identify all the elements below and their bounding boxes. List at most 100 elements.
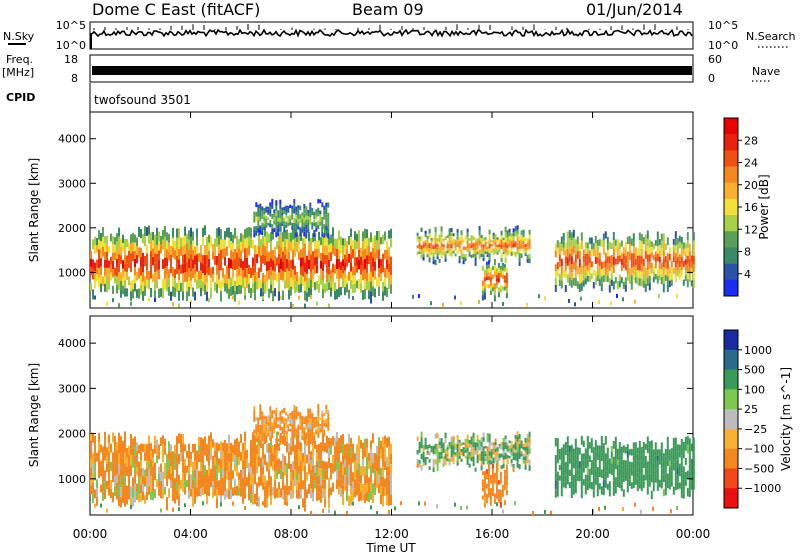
power-echo-cell xyxy=(634,271,637,278)
vel-echo-cell xyxy=(220,450,222,460)
vel-echo-cell xyxy=(502,446,505,451)
vel-echo-cell xyxy=(314,464,316,473)
power-echo-cell xyxy=(614,245,617,252)
vel-echo-cell xyxy=(118,495,120,506)
vel-echo-cell xyxy=(384,452,386,462)
power-echo-cell xyxy=(592,269,595,276)
power-echo-cell xyxy=(518,244,521,250)
power-echo-cell xyxy=(273,217,276,221)
vel-echo-cell xyxy=(592,468,595,476)
power-echo-cell xyxy=(242,278,244,288)
power-echo-cell xyxy=(356,241,358,250)
power-echo-cell xyxy=(598,279,601,286)
power-echo-cell xyxy=(356,233,358,242)
power-echo-cell xyxy=(198,253,200,262)
vel-ground-fleck xyxy=(436,504,438,509)
vel-echo-cell xyxy=(316,484,318,493)
vel-echo-cell xyxy=(166,475,168,487)
power-echo-cell xyxy=(592,242,595,250)
vel-echo-cell xyxy=(526,458,529,463)
noise-panel: N.Sky 10^5 10^0 10^5 10^0 N.Search xyxy=(3,19,796,52)
vel-echo-cell xyxy=(436,465,439,472)
vel-echo-cell xyxy=(489,492,492,497)
vel-echo-cell xyxy=(485,469,488,475)
power-echo-cell xyxy=(258,267,260,279)
power-echo-cell xyxy=(636,263,639,271)
power-ground-fleck xyxy=(526,302,528,307)
vel-echo-cell xyxy=(124,485,126,496)
power-echo-cell xyxy=(678,241,681,249)
vel-echo-cell xyxy=(654,442,657,449)
power-echo-cell xyxy=(295,232,298,237)
power-echo-cell xyxy=(378,249,380,259)
vel-echo-cell xyxy=(518,449,521,455)
vel-echo-cell xyxy=(626,464,629,472)
power-echo-cell xyxy=(306,283,308,293)
power-echo-cell xyxy=(270,275,272,285)
power-echo-cell xyxy=(686,247,689,256)
power-echo-cell xyxy=(338,230,340,240)
power-echo-cell xyxy=(306,273,308,284)
vel-echo-cell xyxy=(289,418,292,421)
power-echo-cell xyxy=(370,261,372,272)
power-echo-cell xyxy=(116,259,118,268)
power-echo-cell xyxy=(142,262,144,272)
vel-echo-cell xyxy=(502,455,505,460)
power-echo-cell xyxy=(328,252,330,260)
power-echo-cell xyxy=(269,205,272,210)
power-echo-cell xyxy=(590,243,593,250)
vel-echo-cell xyxy=(306,454,308,464)
power-echo-cell xyxy=(208,234,210,243)
vel-echo-cell xyxy=(450,453,453,458)
vel-echo-cell xyxy=(281,430,284,434)
vel-ground-fleck xyxy=(400,501,402,506)
power-echo-cell xyxy=(570,248,573,257)
vel-echo-cell xyxy=(360,474,362,484)
vel-echo-cell xyxy=(486,446,489,451)
vel-echo-cell xyxy=(336,460,338,470)
vel-echo-cell xyxy=(487,463,490,469)
power-echo-cell xyxy=(325,225,328,230)
vel-echo-cell xyxy=(271,426,274,431)
vel-echo-cell xyxy=(317,432,320,439)
power-echo-cell xyxy=(118,272,120,281)
power-echo-cell xyxy=(325,210,328,215)
vel-echo-cell xyxy=(172,467,174,477)
power-echo-cell xyxy=(313,215,316,219)
vel-echo-cell xyxy=(672,454,675,463)
power-echo-cell xyxy=(576,281,579,289)
power-echo-cell xyxy=(100,275,102,284)
power-echo-cell xyxy=(493,265,496,272)
vel-echo-cell xyxy=(364,448,366,458)
vel-echo-cell xyxy=(362,467,364,476)
vel-echo-cell xyxy=(334,463,336,472)
power-echo-cell xyxy=(692,264,695,272)
power-echo-cell xyxy=(630,238,633,246)
power-echo-cell xyxy=(488,253,491,258)
vel-echo-cell xyxy=(252,442,254,453)
vel-echo-cell xyxy=(94,444,96,454)
power-echo-cell xyxy=(638,247,641,256)
power-echo-cell xyxy=(668,267,671,274)
power-echo-cell xyxy=(626,273,629,281)
vel-echo-cell xyxy=(656,473,659,479)
vel-echo-cell xyxy=(273,429,276,433)
vel-echo-cell xyxy=(178,485,180,496)
vel-echo-cell xyxy=(670,481,673,487)
power-echo-cell xyxy=(292,259,294,270)
vel-echo-cell xyxy=(524,465,527,470)
vel-echo-cell xyxy=(366,465,368,475)
power-echo-cell xyxy=(420,249,423,255)
vel-echo-cell xyxy=(574,454,577,463)
power-echo-cell xyxy=(292,249,294,260)
power-echo-cell xyxy=(315,212,318,216)
power-echo-cell xyxy=(630,267,633,276)
vel-echo-cell xyxy=(96,452,98,462)
vel-echo-cell xyxy=(305,435,308,439)
vel-echo-cell xyxy=(158,481,160,489)
vel-echo-cell xyxy=(474,467,477,472)
vel-echo-cell xyxy=(180,452,182,462)
nave-label: Nave xyxy=(752,65,780,78)
vel-echo-cell xyxy=(432,463,435,468)
power-echo-cell xyxy=(326,264,328,274)
